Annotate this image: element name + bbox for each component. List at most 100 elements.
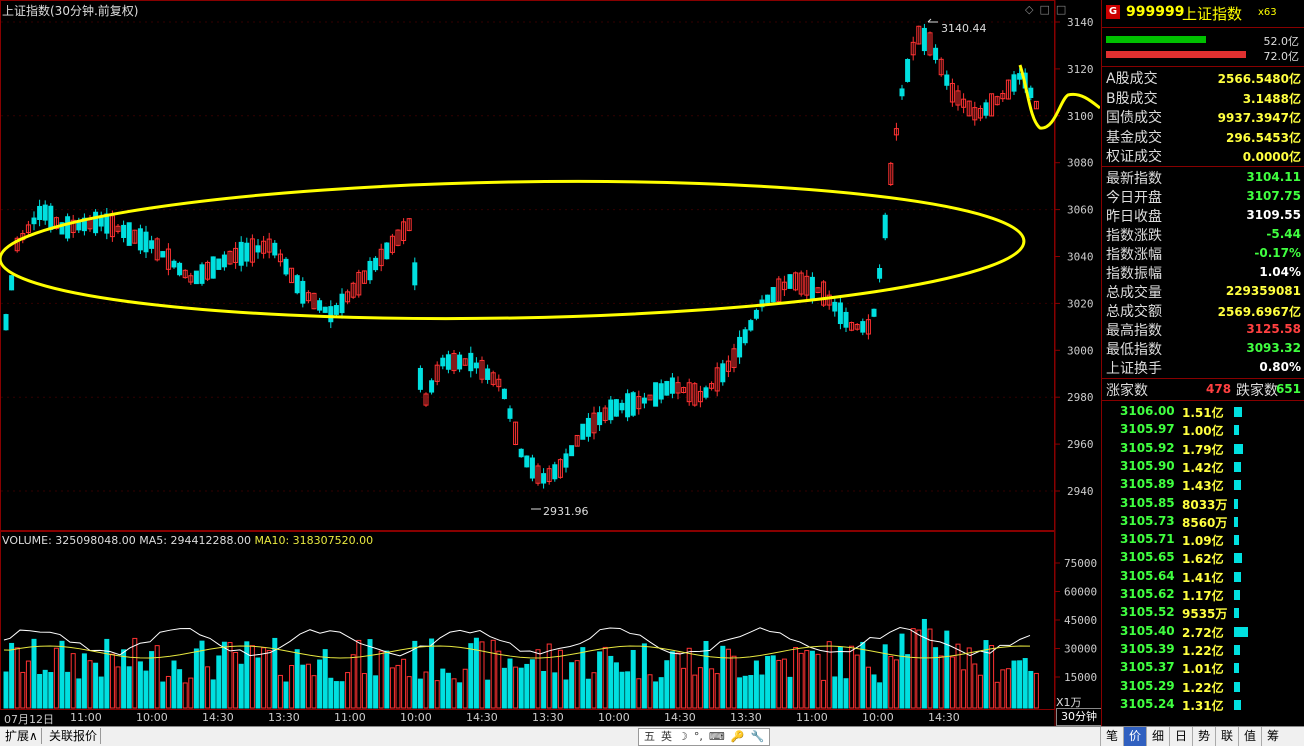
volume-bar xyxy=(630,649,636,709)
period-tab[interactable]: 30分钟 xyxy=(1056,708,1102,726)
candle xyxy=(31,217,37,225)
candle xyxy=(53,217,59,230)
candle xyxy=(669,377,675,394)
volume-bar xyxy=(580,647,586,709)
candle xyxy=(473,362,479,369)
volume-bar xyxy=(748,675,754,709)
tick-volume: 1.01亿 xyxy=(1182,662,1224,677)
ime-icon[interactable]: 🔑 xyxy=(730,730,745,743)
tick-price: 3105.24 xyxy=(1120,696,1175,711)
volume-bar xyxy=(916,629,922,709)
volume-axis-label: 45000 xyxy=(1064,614,1097,627)
candle xyxy=(585,417,591,437)
tick-volume-bar xyxy=(1234,516,1238,527)
stat-row-value: 3109.55 xyxy=(1246,208,1301,222)
tick-price: 3105.73 xyxy=(1120,513,1175,528)
tick-volume-bar xyxy=(1234,461,1241,472)
side-tab[interactable]: 值 xyxy=(1238,727,1261,746)
volume-bar xyxy=(423,671,429,709)
candle xyxy=(143,231,149,253)
kline-chart-area[interactable]: 3140 3120 3100 3080 3060 3040 3020 3000 2980 2960… xyxy=(0,0,1100,727)
ime-icon[interactable]: ☽ xyxy=(678,730,688,743)
side-tab[interactable]: 价 xyxy=(1123,727,1146,746)
side-tab[interactable]: 笔 xyxy=(1100,727,1123,746)
tick-row: 3105.29 1.22亿 xyxy=(1120,677,1300,696)
volume-bar xyxy=(709,668,715,709)
side-tab[interactable]: 细 xyxy=(1146,727,1169,746)
stat-row: 指数涨跌 -5.44 xyxy=(1106,225,1301,244)
volume-bar xyxy=(244,641,250,709)
turnover-row: 基金成交 296.5453亿 xyxy=(1106,127,1301,146)
tick-volume: 1.09亿 xyxy=(1182,534,1224,549)
stat-row-value: 3093.32 xyxy=(1246,341,1301,355)
candle xyxy=(367,260,373,281)
candle xyxy=(333,305,339,315)
window-control-icons[interactable]: ◇□□ xyxy=(1025,3,1073,16)
candle xyxy=(748,320,754,331)
up-count: 478 xyxy=(1206,382,1232,396)
volume-bar xyxy=(529,659,535,709)
volume-bar xyxy=(647,674,653,709)
volume-bar xyxy=(205,666,211,709)
turnover-row-value: 0.0000亿 xyxy=(1242,150,1301,164)
candle xyxy=(580,423,586,440)
ime-icon[interactable]: ⌨ xyxy=(708,730,725,743)
candle xyxy=(625,393,631,418)
volume-bar xyxy=(59,640,65,709)
volume-bar xyxy=(619,671,625,709)
price-axis-label: 3120 xyxy=(1067,63,1094,76)
volume-bar xyxy=(703,640,709,709)
side-tab[interactable]: 筹 xyxy=(1261,727,1284,746)
candle xyxy=(714,367,720,392)
volume-bar xyxy=(210,679,216,709)
volume-bar xyxy=(837,646,843,709)
volume-bar xyxy=(1028,670,1034,709)
volume-bar xyxy=(31,638,37,709)
candle xyxy=(501,388,507,400)
candle xyxy=(121,224,127,238)
time-axis-label: 11:00 xyxy=(796,711,828,724)
time-axis-label: 10:00 xyxy=(136,711,168,724)
candle xyxy=(815,287,821,294)
candle xyxy=(546,468,552,482)
ime-icon[interactable]: 英 xyxy=(661,730,672,743)
volume-bar xyxy=(675,652,681,709)
volume-axis-label: 75000 xyxy=(1064,557,1097,570)
side-tab[interactable]: 联 xyxy=(1215,727,1238,746)
stat-row: 上证换手 0.80% xyxy=(1106,358,1301,377)
side-tab[interactable]: 日 xyxy=(1169,727,1192,746)
stat-row-label: 今日开盘 xyxy=(1106,190,1162,206)
candle xyxy=(154,238,160,261)
tick-volume-bar xyxy=(1234,571,1241,582)
ime-icon[interactable]: 🔧 xyxy=(750,730,765,743)
yellow-projection-line xyxy=(1018,64,1100,130)
side-tab[interactable]: 势 xyxy=(1192,727,1215,746)
volume-bar xyxy=(126,666,132,709)
candle xyxy=(961,98,967,108)
volume-bar xyxy=(3,671,9,709)
volume-bar xyxy=(182,682,188,709)
volume-bar xyxy=(513,666,519,709)
stock-name: 上证指数 xyxy=(1182,5,1243,23)
tick-volume-bar xyxy=(1234,699,1241,710)
candle xyxy=(921,27,927,52)
volume-bar xyxy=(412,640,418,709)
candle xyxy=(216,258,222,270)
related-quotes-tab[interactable]: 关联报价 xyxy=(46,728,102,744)
candle xyxy=(417,367,423,390)
candle xyxy=(653,382,659,407)
expand-tab[interactable]: 扩展∧ xyxy=(2,728,42,744)
stat-row: 最高指数 3125.58 xyxy=(1106,320,1301,339)
ime-icon[interactable]: 五 xyxy=(644,730,655,743)
candle xyxy=(865,319,871,335)
time-axis-label: 11:00 xyxy=(70,711,102,724)
candle xyxy=(490,372,496,385)
ime-toolbar[interactable]: 五英 ☽ °, ⌨ 🔑 🔧 xyxy=(638,728,771,746)
volume-bar xyxy=(289,664,295,709)
volume-unit: X1万 xyxy=(1056,696,1082,709)
ime-icon[interactable]: °, xyxy=(693,730,703,743)
volume-bar xyxy=(557,649,563,709)
volume-bar xyxy=(877,682,883,709)
stat-row: 最低指数 3093.32 xyxy=(1106,339,1301,358)
candle xyxy=(557,459,563,478)
